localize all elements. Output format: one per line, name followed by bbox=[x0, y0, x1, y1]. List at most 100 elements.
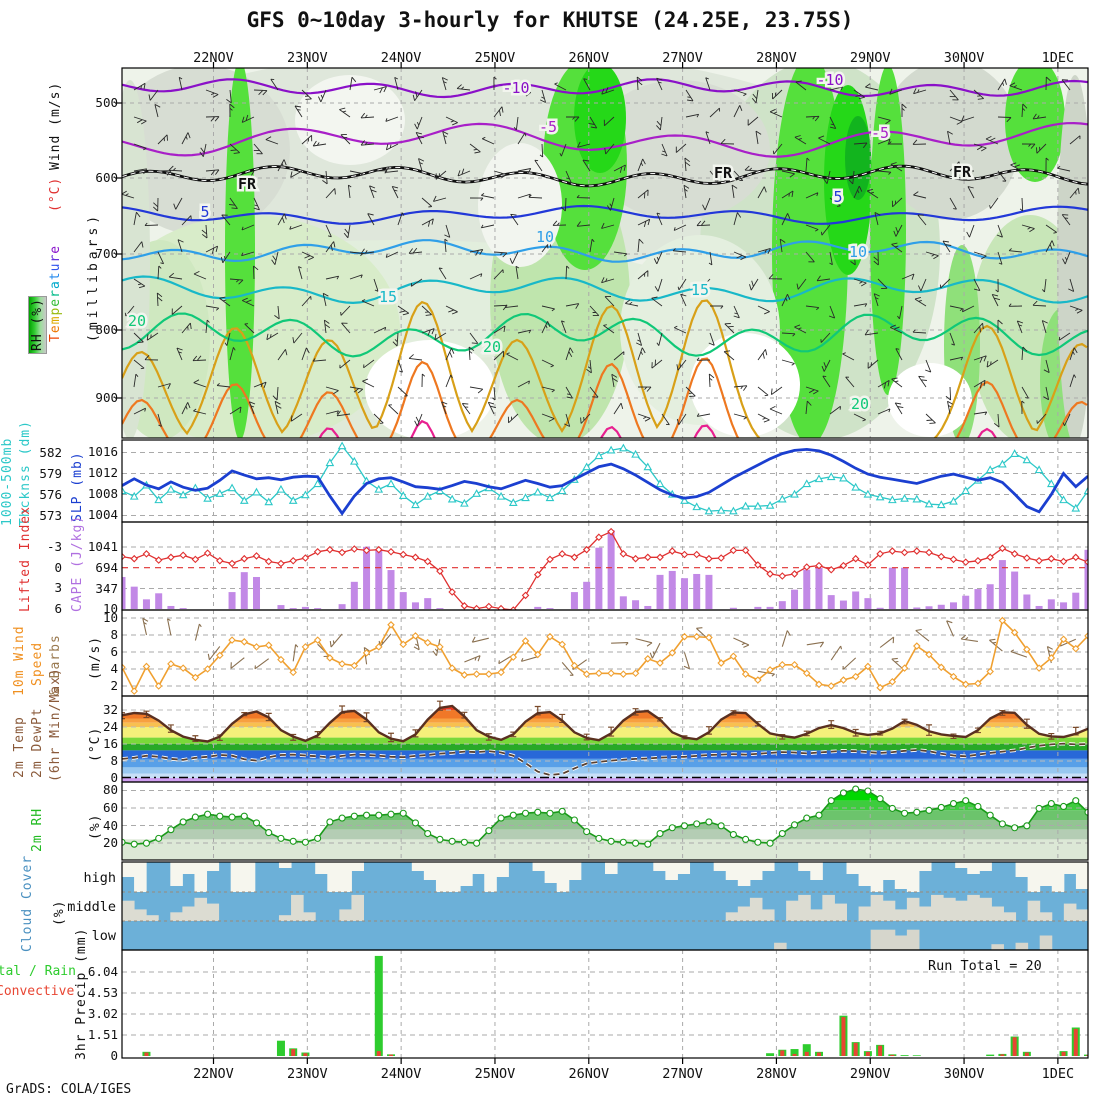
grads-credit: GrADS: COLA/IGES bbox=[6, 1082, 132, 1097]
temperature-letter: e bbox=[48, 324, 63, 334]
pressure-tick: 500 bbox=[95, 95, 118, 110]
wind-tick: 10 bbox=[102, 610, 118, 625]
cape-tick: 347 bbox=[95, 581, 118, 596]
cloud-row-label: high bbox=[83, 870, 116, 886]
degc-axis-label: (°C) bbox=[48, 176, 63, 212]
slp-tick: 1016 bbox=[87, 444, 118, 459]
svg-text:-5: -5 bbox=[871, 124, 889, 142]
panel-precip bbox=[122, 950, 1088, 1058]
day-label-top: 28NOV bbox=[756, 50, 797, 66]
temp-tick: 8 bbox=[110, 753, 118, 768]
run-total-label: Run Total = 20 bbox=[928, 958, 1042, 974]
temp2m-axis-label-3: (6hr Min/Max) bbox=[48, 667, 63, 782]
cloud-row-label: middle bbox=[67, 899, 116, 915]
temp-tick: 32 bbox=[102, 702, 118, 717]
day-label-bottom: 26NOV bbox=[568, 1066, 610, 1082]
day-label-bottom: 23NOV bbox=[286, 1066, 328, 1082]
temperature-axis-label: Temperature bbox=[48, 212, 63, 342]
rh-tick: 80 bbox=[102, 782, 118, 797]
panel-slp-thickness bbox=[122, 440, 1088, 522]
li-tick: 3 bbox=[54, 580, 62, 595]
svg-text:15: 15 bbox=[691, 281, 709, 299]
day-label-top: 29NOV bbox=[849, 50, 891, 66]
wind-axis-label: Wind (m/s) bbox=[48, 81, 63, 170]
temp-tick: 0 bbox=[110, 770, 118, 785]
pressure-tick: 800 bbox=[95, 322, 118, 337]
thickness-tick: 573 bbox=[39, 508, 62, 523]
precip-tick: 0 bbox=[110, 1048, 118, 1063]
svg-text:20: 20 bbox=[128, 312, 146, 330]
day-label-top: 23NOV bbox=[286, 50, 328, 66]
svg-text:10: 10 bbox=[536, 228, 554, 246]
svg-text:20: 20 bbox=[851, 395, 869, 413]
precip-total-label: Total / Rain bbox=[0, 964, 76, 979]
rh-legend-label: RH (%) bbox=[28, 296, 47, 354]
day-label-bottom: 29NOV bbox=[849, 1066, 891, 1082]
cape-tick: 10 bbox=[102, 601, 118, 616]
panel-wind10m bbox=[122, 610, 1088, 696]
temp2m-axis-label-1: 2m Temp bbox=[12, 716, 27, 778]
wind10m-axis-label-1: 10m Wind bbox=[12, 625, 27, 696]
temperature-letter: a bbox=[48, 280, 63, 290]
day-label-top: 27NOV bbox=[662, 50, 703, 66]
precip-tick: 1.51 bbox=[87, 1027, 118, 1042]
temperature-letter: T bbox=[48, 333, 63, 342]
temperature-letter: m bbox=[48, 315, 63, 325]
pressure-tick: 700 bbox=[95, 246, 118, 261]
cloud-row-label: low bbox=[91, 928, 116, 944]
svg-text:-5: -5 bbox=[539, 118, 557, 136]
svg-text:FR: FR bbox=[953, 163, 972, 181]
day-label-top: 22NOV bbox=[193, 50, 234, 66]
day-label-bottom: 22NOV bbox=[193, 1066, 234, 1082]
day-label-top: 26NOV bbox=[568, 50, 610, 66]
thickness-tick: 579 bbox=[39, 466, 62, 481]
panel-cape-li bbox=[122, 522, 1088, 610]
pressure-tick: 900 bbox=[95, 390, 118, 405]
wind-tick: 6 bbox=[110, 644, 118, 659]
slp-tick: 1008 bbox=[87, 486, 118, 501]
day-label-top: 1DEC bbox=[1041, 50, 1075, 66]
day-label-top: 25NOV bbox=[474, 50, 516, 66]
svg-text:-10: -10 bbox=[502, 79, 529, 97]
li-tick: 6 bbox=[54, 601, 62, 616]
svg-text:5: 5 bbox=[200, 203, 209, 221]
wind-tick: 4 bbox=[110, 661, 118, 676]
rh-tick: 40 bbox=[102, 818, 118, 833]
svg-text:15: 15 bbox=[379, 288, 397, 306]
rh-tick: 20 bbox=[102, 835, 118, 850]
svg-text:FR: FR bbox=[714, 164, 733, 182]
wind-tick: 2 bbox=[110, 678, 118, 693]
precip-tick: 4.53 bbox=[87, 985, 118, 1000]
cloud-axis-label: Cloud Cover bbox=[20, 854, 35, 952]
precip-tick: 3.02 bbox=[87, 1006, 118, 1021]
precip-tick: 6.04 bbox=[87, 964, 118, 979]
pressure-tick: 600 bbox=[95, 170, 118, 185]
temperature-letter: t bbox=[48, 271, 63, 281]
temperature-letter: u bbox=[48, 262, 63, 272]
temperature-letter: e bbox=[48, 244, 63, 254]
day-label-bottom: 1DEC bbox=[1041, 1066, 1075, 1082]
wind-tick: 8 bbox=[110, 627, 118, 642]
panel-cloud bbox=[122, 862, 1089, 950]
temp2m-axis-label-2: 2m DewPt bbox=[30, 707, 45, 778]
day-label-bottom: 25NOV bbox=[474, 1066, 516, 1082]
day-label-bottom: 24NOV bbox=[380, 1066, 422, 1082]
temperature-letter: e bbox=[48, 297, 63, 307]
day-label-top: 24NOV bbox=[380, 50, 422, 66]
svg-text:FR: FR bbox=[238, 175, 257, 193]
thickness-tick: 582 bbox=[39, 445, 62, 460]
day-label-top: 30NOV bbox=[943, 50, 985, 66]
chart-title: GFS 0~10day 3-hourly for KHUTSE (24.25E,… bbox=[246, 8, 854, 32]
temperature-letter: r bbox=[48, 289, 63, 298]
svg-text:-10: -10 bbox=[816, 71, 843, 89]
slp-tick: 1004 bbox=[87, 507, 118, 522]
temp-tick: 16 bbox=[102, 736, 118, 751]
cape-tick: 1041 bbox=[87, 539, 118, 554]
cape-tick: 694 bbox=[95, 560, 118, 575]
temperature-letter: p bbox=[48, 306, 63, 316]
wind10m-axis-label-2: Speed bbox=[30, 641, 45, 686]
li-tick: 0 bbox=[54, 560, 62, 575]
svg-text:20: 20 bbox=[483, 338, 501, 356]
